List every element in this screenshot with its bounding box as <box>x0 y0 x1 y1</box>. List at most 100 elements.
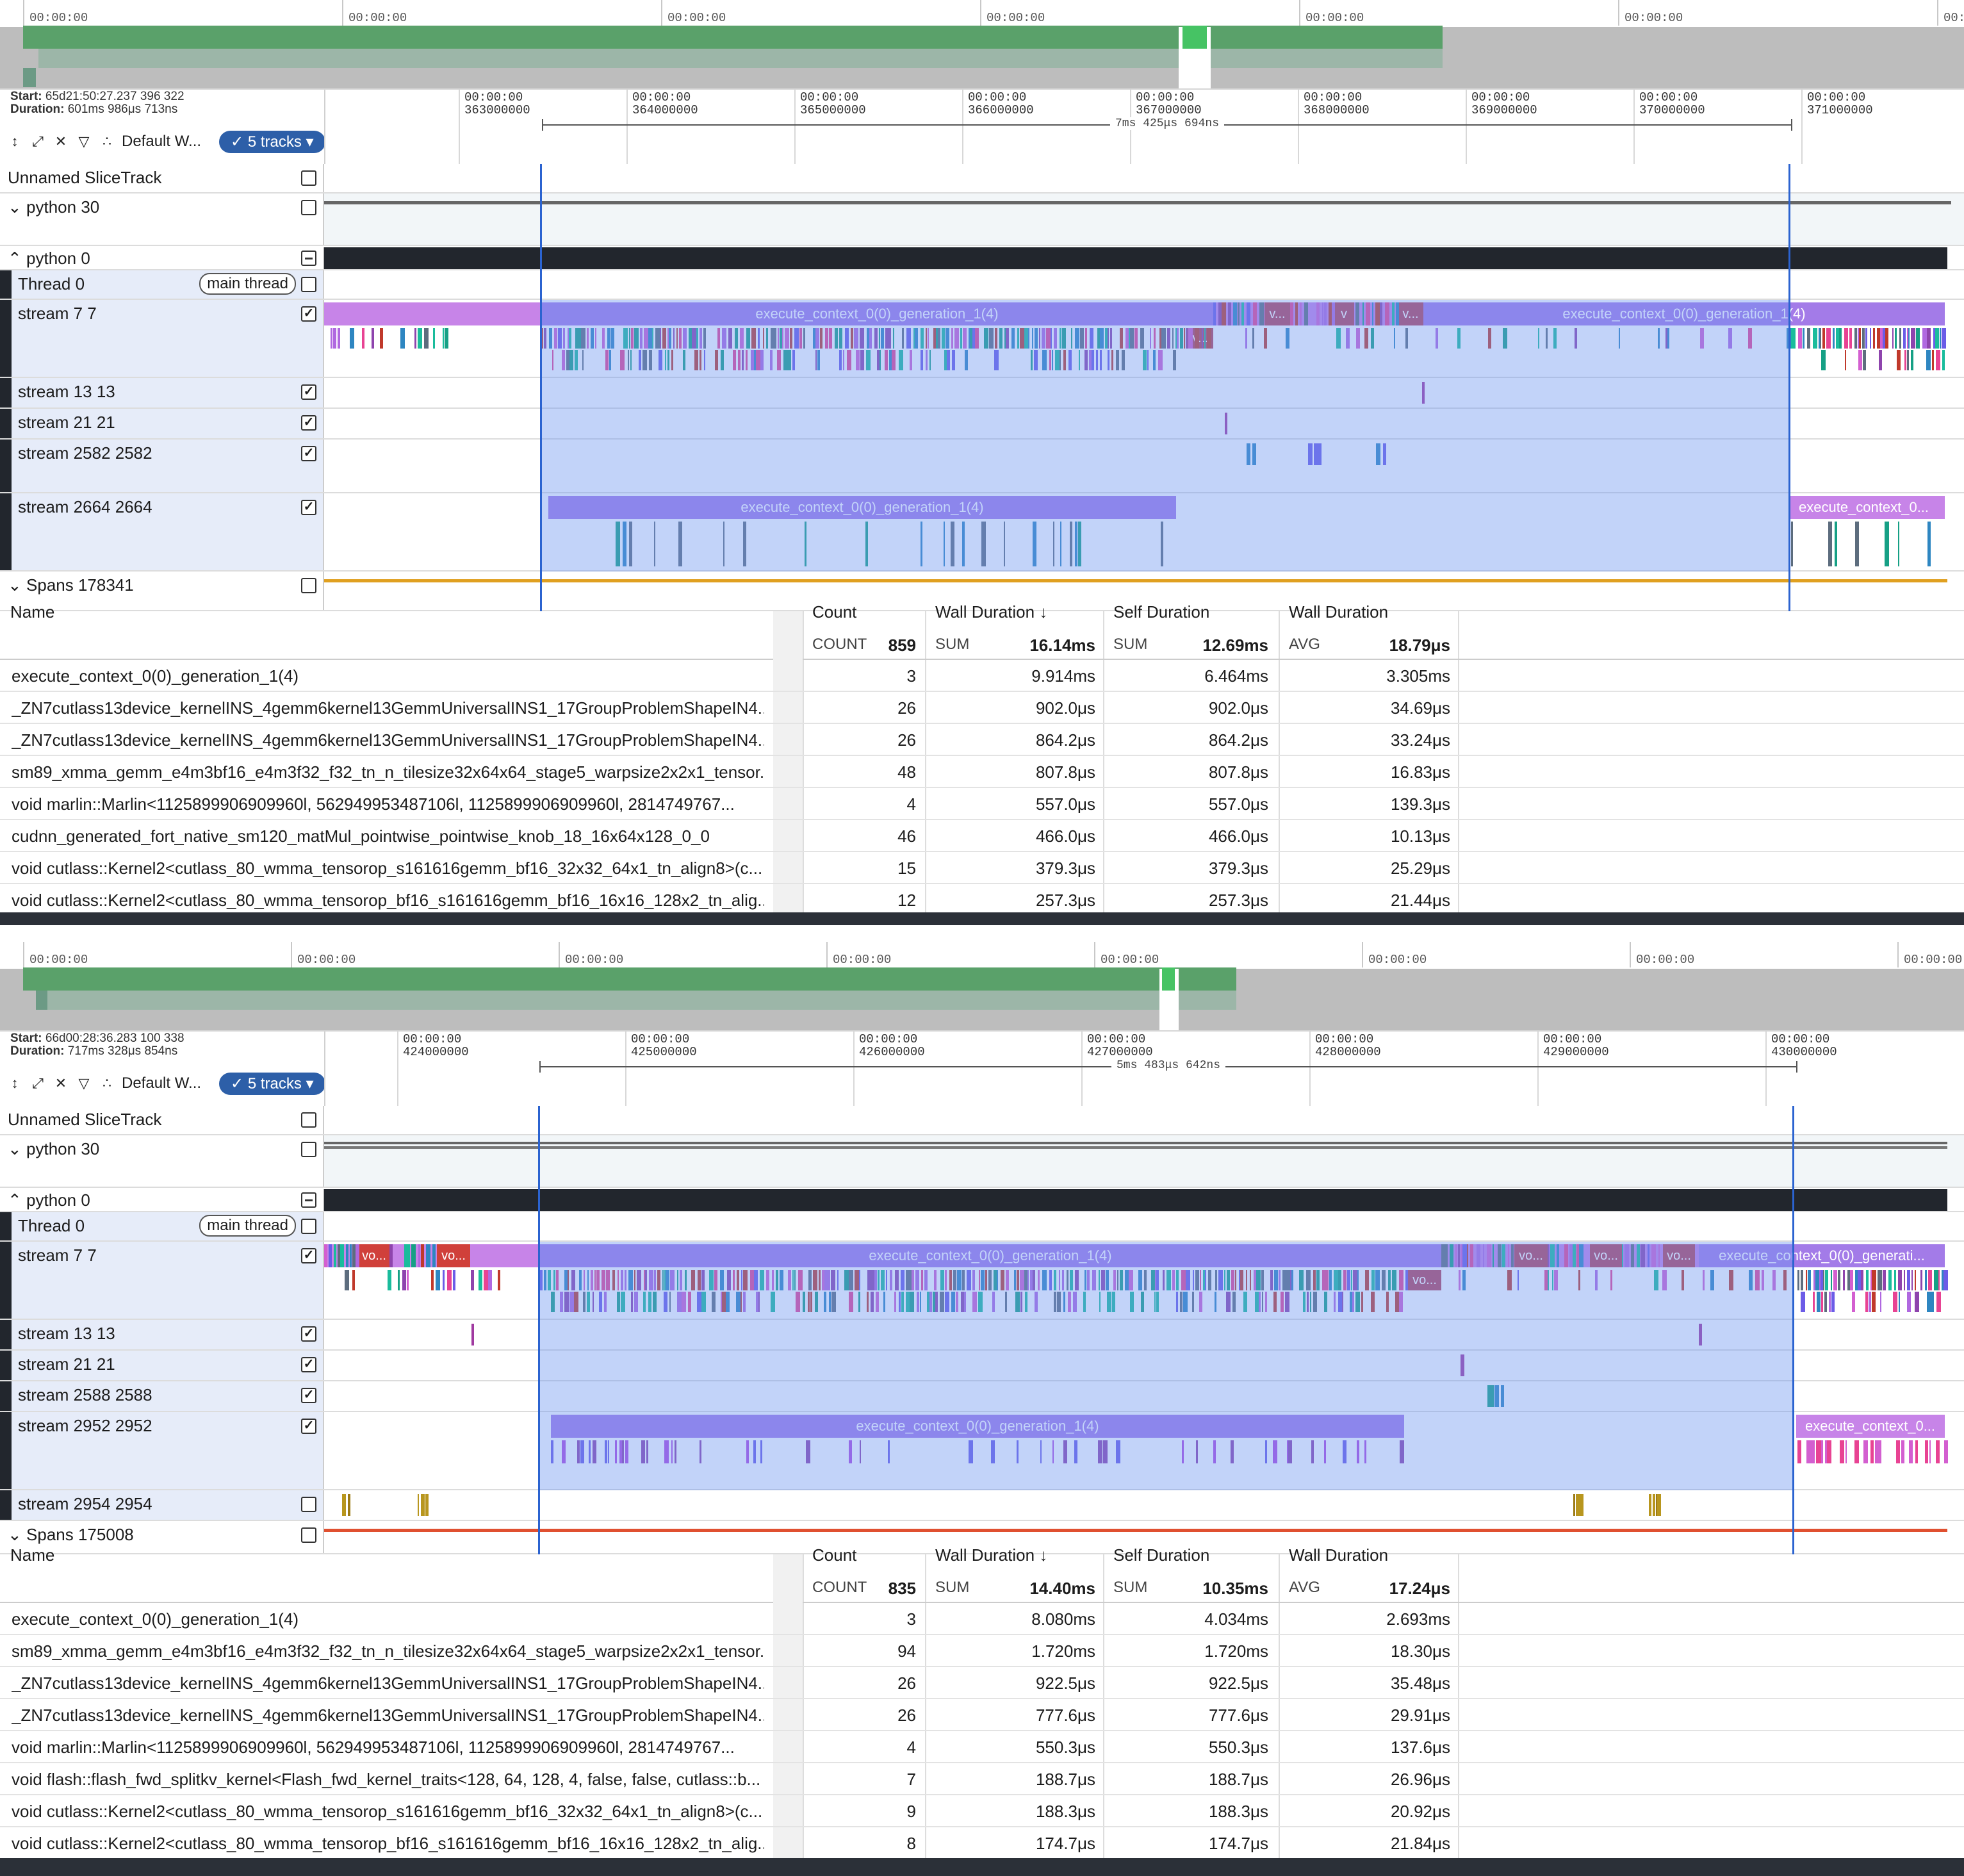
kernel-slice[interactable] <box>1849 328 1852 349</box>
kernel-slice[interactable] <box>867 1270 871 1290</box>
track-checkbox[interactable] <box>301 1219 316 1234</box>
kernel-slice[interactable] <box>753 1440 756 1463</box>
kernel-slice[interactable] <box>1375 302 1380 325</box>
kernel-slice[interactable] <box>860 350 864 370</box>
kernel-slice[interactable] <box>1436 328 1438 349</box>
kernel-slice[interactable] <box>1911 350 1913 370</box>
kernel-slice[interactable] <box>1075 1270 1079 1290</box>
table-row[interactable]: _ZN7cutlass13device_kernelINS_4gemm6kern… <box>0 1667 1964 1699</box>
kernel-slice[interactable] <box>620 350 625 370</box>
kernel-slice[interactable] <box>912 1270 914 1290</box>
kernel-slice[interactable] <box>1001 1270 1004 1290</box>
kernel-slice[interactable] <box>408 1244 410 1267</box>
kernel-slice[interactable] <box>967 1270 971 1290</box>
kernel-slice[interactable] <box>728 328 732 349</box>
kernel-slice[interactable] <box>575 350 578 370</box>
kernel-slice[interactable] <box>824 1292 826 1312</box>
kernel-slice[interactable] <box>945 1292 949 1312</box>
kernel-slice[interactable] <box>648 328 652 349</box>
kernel-slice[interactable] <box>1259 302 1264 325</box>
kernel-slice[interactable] <box>1838 1270 1840 1290</box>
kernel-slice[interactable] <box>815 328 819 349</box>
table-row[interactable]: void cutlass::Kernel2<cutlass_80_wmma_te… <box>0 1827 1964 1858</box>
kernel-slice[interactable] <box>1108 328 1109 349</box>
kernel-slice[interactable] <box>1619 328 1620 349</box>
kernel-slice[interactable] <box>715 350 718 370</box>
kernel-slice[interactable] <box>1049 350 1051 370</box>
kernel-slice[interactable] <box>1762 1270 1764 1290</box>
kernel-slice[interactable] <box>1006 1270 1009 1290</box>
kernel-slice[interactable] <box>740 328 744 349</box>
kernel-slice[interactable] <box>432 1244 436 1267</box>
kernel-slice[interactable] <box>849 1270 853 1290</box>
kernel-slice[interactable] <box>671 350 673 370</box>
kernel-slice[interactable] <box>1310 1292 1311 1312</box>
track-checkbox[interactable] <box>301 1142 316 1157</box>
kernel-slice[interactable] <box>913 328 915 349</box>
kernel-slice[interactable] <box>721 350 724 370</box>
kernel-slice[interactable] <box>1548 1244 1549 1267</box>
kernel-slice[interactable] <box>1935 328 1939 349</box>
kernel-slice[interactable] <box>1055 350 1060 370</box>
kernel-slice[interactable] <box>631 328 634 349</box>
kernel-slice[interactable] <box>602 328 605 349</box>
slice[interactable]: vo... <box>1408 1270 1441 1290</box>
kernel-slice[interactable] <box>593 1440 596 1463</box>
kernel-slice[interactable] <box>544 328 546 349</box>
kernel-slice[interactable] <box>1054 328 1057 349</box>
kernel-slice[interactable] <box>1101 1270 1105 1290</box>
kernel-slice[interactable] <box>1342 1292 1343 1312</box>
kernel-slice[interactable] <box>1548 1270 1549 1290</box>
stream-2582-slices[interactable] <box>324 440 1964 492</box>
kernel-slice[interactable] <box>928 328 929 349</box>
kernel-slice[interactable] <box>1865 1292 1868 1312</box>
table-row[interactable]: void flash::flash_fwd_splitkv_kernel<Fla… <box>0 1763 1964 1795</box>
kernel-slice[interactable] <box>1385 302 1389 325</box>
kernel-slice[interactable] <box>1840 1440 1844 1463</box>
kernel-slice[interactable] <box>1457 328 1461 349</box>
kernel-slice[interactable] <box>1351 1270 1352 1290</box>
kernel-slice[interactable] <box>965 350 968 370</box>
kernel-slice[interactable] <box>1051 328 1052 349</box>
kernel-slice[interactable] <box>334 1244 336 1267</box>
kernel-slice[interactable] <box>979 1270 980 1290</box>
kernel-slice[interactable] <box>1371 1270 1375 1290</box>
slice[interactable]: vo... <box>359 1244 389 1267</box>
kernel-slice[interactable] <box>1828 522 1832 566</box>
slice[interactable]: execute_context_0(0)_generation_1(4) <box>551 1415 1404 1438</box>
kernel-slice[interactable] <box>865 522 868 566</box>
kernel-slice[interactable] <box>1256 1270 1261 1290</box>
unpin-icon[interactable]: ✕ <box>54 1075 67 1091</box>
kernel-slice[interactable] <box>988 1270 992 1290</box>
track-checkbox[interactable] <box>301 1112 316 1128</box>
kernel-slice[interactable] <box>1915 1292 1919 1312</box>
kernel-slice[interactable] <box>608 1440 609 1463</box>
kernel-slice[interactable] <box>766 1270 769 1290</box>
kernel-slice[interactable] <box>583 1292 585 1312</box>
kernel-slice[interactable] <box>1138 1270 1142 1290</box>
kernel-slice[interactable] <box>1356 328 1360 349</box>
kernel-slice[interactable] <box>640 328 642 349</box>
kernel-slice[interactable] <box>921 328 924 349</box>
stream-7-slices[interactable]: execute_context_0(0)_generation_1(4) exe… <box>324 300 1964 377</box>
kernel-slice[interactable] <box>1035 328 1038 349</box>
kernel-slice[interactable] <box>788 1270 791 1290</box>
kernel-slice[interactable] <box>1079 350 1080 370</box>
kernel-slice[interactable] <box>692 328 696 349</box>
kernel-slice[interactable] <box>975 328 979 349</box>
chevron-down-icon[interactable]: ⌄ <box>8 575 22 595</box>
track-stream-2954[interactable]: stream 2954 2954 <box>0 1490 1964 1521</box>
kernel-slice[interactable] <box>803 328 805 349</box>
kernel-slice[interactable] <box>733 350 736 370</box>
kernel-slice[interactable] <box>934 1270 937 1290</box>
kernel-slice[interactable] <box>1813 328 1817 349</box>
kernel-slice[interactable] <box>933 328 936 349</box>
kernel-slice[interactable] <box>1550 1244 1555 1267</box>
kernel-slice[interactable] <box>1300 302 1302 325</box>
kernel-slice[interactable] <box>1063 350 1066 370</box>
kernel-slice[interactable] <box>1353 1270 1357 1290</box>
kernel-slice[interactable] <box>720 1270 724 1290</box>
kernel-slice[interactable] <box>1944 1270 1948 1290</box>
table-row[interactable]: void cutlass::Kernel2<cutlass_80_wmma_te… <box>0 1795 1964 1827</box>
kernel-slice[interactable] <box>1110 328 1112 349</box>
